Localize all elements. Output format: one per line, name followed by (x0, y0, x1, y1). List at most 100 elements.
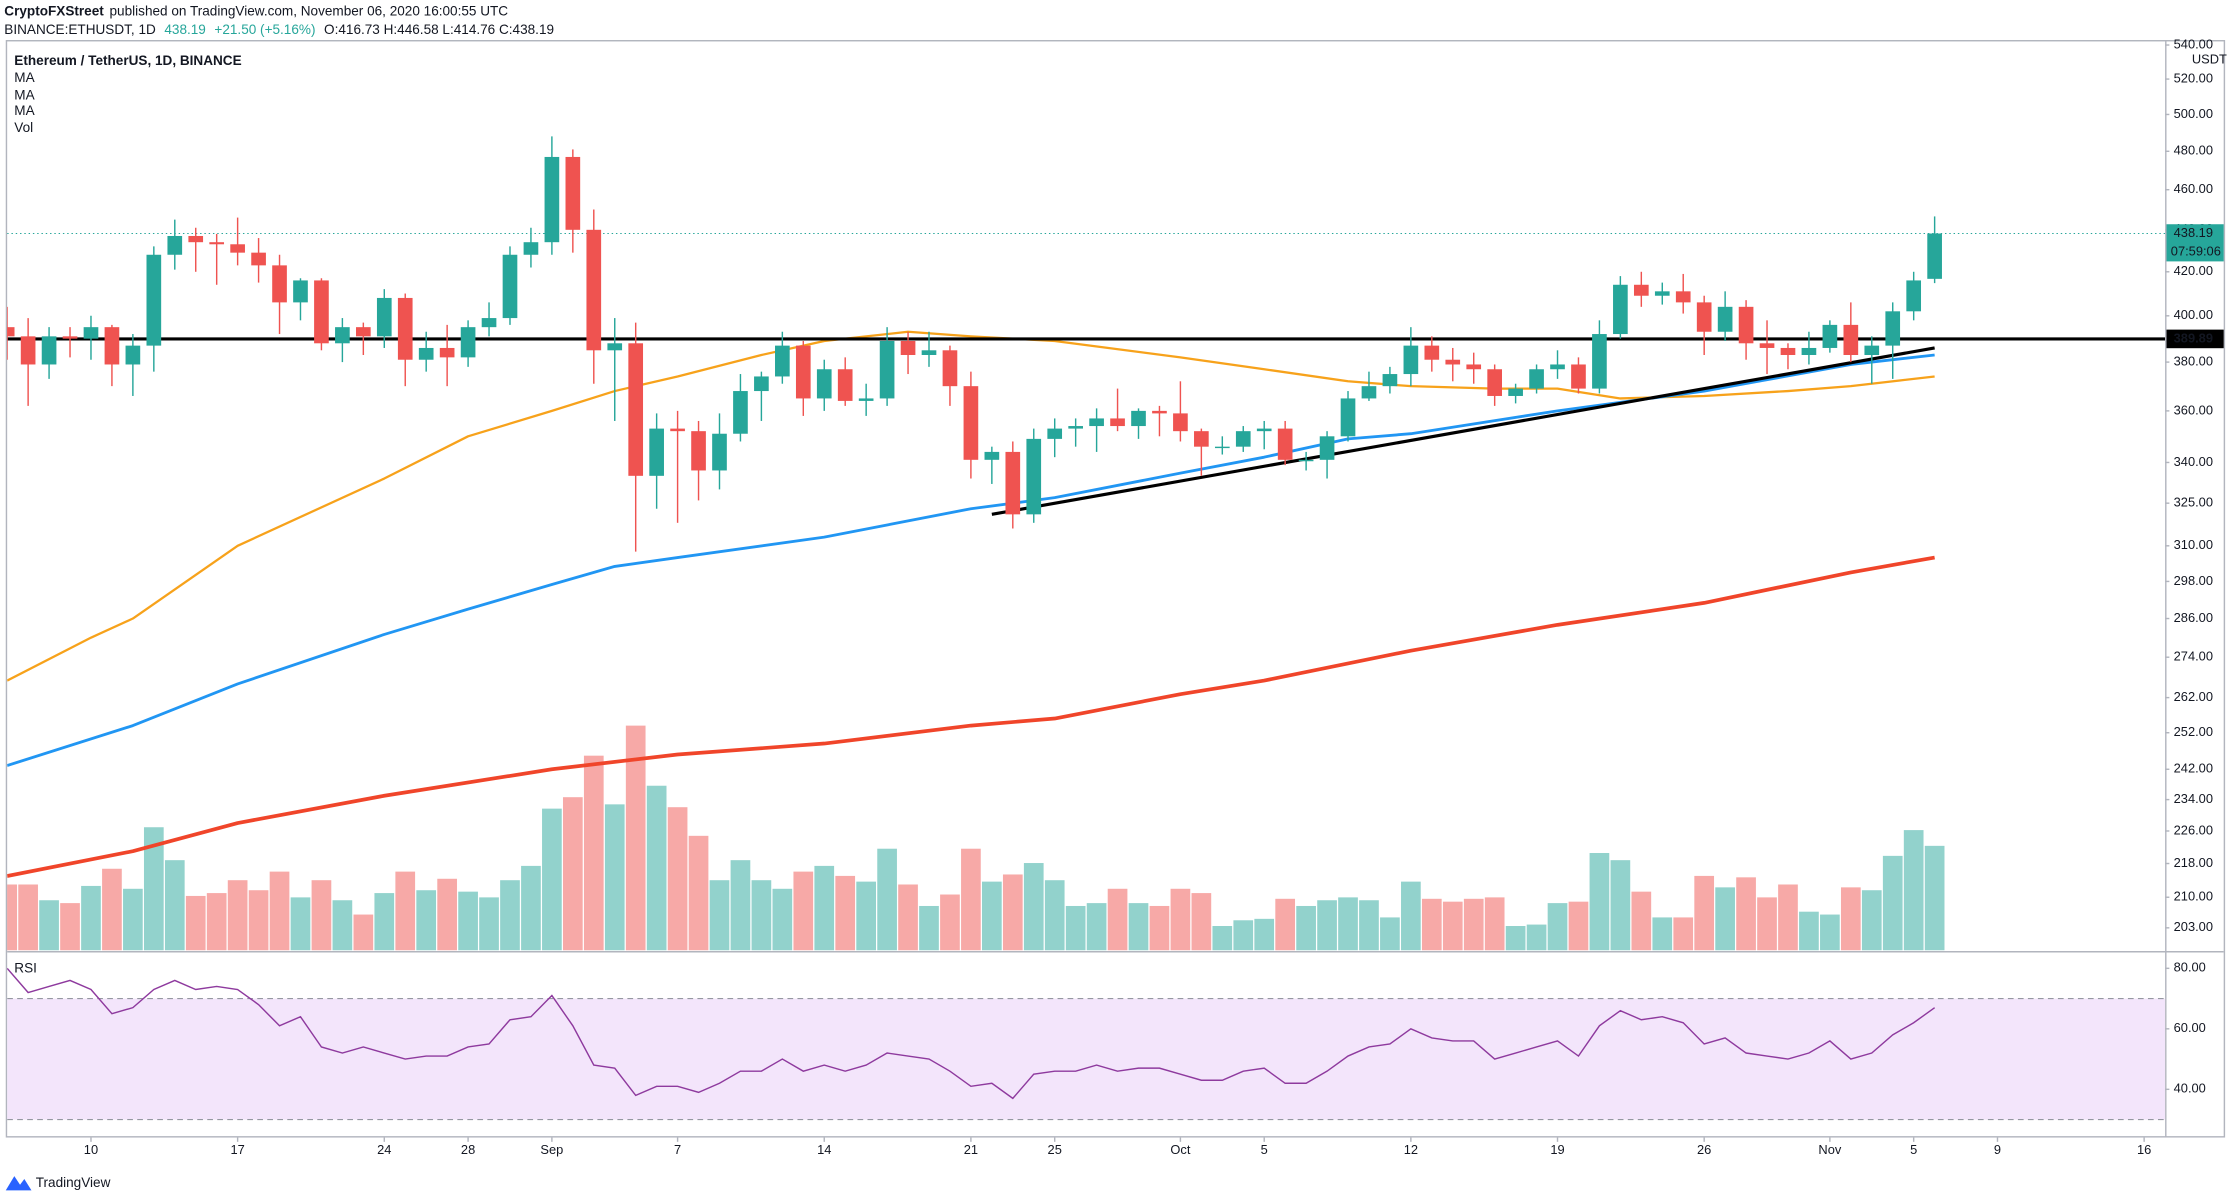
y-tick-label: 420.00 (2174, 263, 2213, 278)
header-line: CryptoFXStreet published on TradingView.c… (4, 3, 508, 18)
candle-body (1508, 388, 1523, 396)
moving-average (7, 330, 1935, 682)
x-tick-label: 21 (964, 1142, 978, 1157)
legend-entry: MA (14, 87, 35, 102)
volume-bar (1861, 890, 1882, 951)
candle-body (1110, 418, 1125, 427)
y-tick-label: 500.00 (2174, 106, 2213, 121)
volume-bar (730, 860, 751, 951)
candle-body (795, 345, 811, 399)
x-tick-label: Nov (1818, 1142, 1841, 1157)
candle-body (1738, 306, 1754, 344)
volume-bar (604, 804, 625, 951)
y-tick-label: 360.00 (2174, 402, 2213, 417)
candle-body (900, 340, 916, 356)
x-tick-label: 7 (674, 1142, 681, 1157)
published: published on TradingView.com, November 0… (110, 3, 509, 18)
volume-bar (1715, 887, 1735, 951)
countdown-label: 07:59:06 (2171, 243, 2221, 258)
volume-bar (1044, 880, 1065, 951)
volume-bar (1065, 905, 1086, 951)
candle-body (1047, 428, 1063, 439)
candle-body (1298, 459, 1314, 462)
volume-bar (1820, 914, 1840, 951)
candle-body (670, 428, 685, 432)
candle-body (1696, 302, 1712, 332)
volume-bar (1526, 924, 1547, 951)
x-tick-label: 5 (1910, 1142, 1917, 1157)
candle-body (41, 336, 57, 365)
axes: 540.00520.00500.00480.00460.00440.00420.… (84, 36, 2224, 1157)
volume-bar (1840, 887, 1861, 951)
volume-bar (458, 891, 478, 951)
y-unit: USDT (2192, 51, 2227, 66)
volume-bar (1254, 918, 1275, 951)
volume-bar (1275, 898, 1296, 951)
rsi-band (7, 998, 2166, 1120)
candle-body (1382, 374, 1398, 387)
volume-bar (1547, 903, 1568, 951)
volume-bar (542, 808, 562, 951)
volume-bar (1882, 855, 1903, 951)
volume-bar (940, 894, 960, 951)
volume-bar (1128, 903, 1149, 951)
candle-body (1403, 345, 1419, 375)
candle-body (1717, 306, 1733, 332)
candle-body (1613, 284, 1628, 335)
logo-icon (5, 1176, 32, 1191)
y-tick-label: 274.00 (2174, 649, 2213, 664)
rsi-y-tick-label: 80.00 (2174, 960, 2206, 975)
candle-body (1864, 345, 1880, 356)
brand: TradingView (36, 1175, 111, 1190)
candle-body (1256, 428, 1272, 432)
candle-body (586, 229, 602, 351)
candle-body (837, 369, 853, 401)
y-tick-label: 310.00 (2174, 537, 2213, 552)
price-pane (7, 136, 2166, 951)
x-tick-label: 14 (817, 1142, 831, 1157)
volume-bar (1484, 897, 1505, 951)
volume-bar (123, 888, 143, 951)
candle-body (858, 398, 874, 401)
legend-entry: MA (14, 103, 35, 118)
volume-bar (1903, 830, 1924, 951)
volume-bar (1589, 853, 1610, 951)
legend-entry: MA (14, 70, 35, 85)
candle-body (293, 280, 308, 303)
candle-body (775, 345, 790, 377)
volume-bar (919, 905, 939, 951)
volume-bar (311, 880, 332, 951)
volume-bar (898, 884, 918, 951)
volume-bar (60, 903, 80, 951)
volume-bar (1505, 926, 1526, 951)
volume-bar (1107, 888, 1128, 951)
candle-body (754, 376, 769, 392)
y-tick-label: 298.00 (2174, 573, 2213, 588)
candle-body (1654, 291, 1670, 296)
volume-bar (1002, 874, 1023, 951)
x-tick-label: 25 (1048, 1142, 1062, 1157)
volume-bar (751, 880, 772, 951)
candle-body (335, 327, 350, 344)
volume-bar (185, 895, 206, 951)
volume-bar (1338, 897, 1358, 951)
volume-bar (1757, 897, 1777, 951)
candle-body (628, 343, 644, 476)
y-tick-label: 540.00 (2174, 36, 2213, 51)
candle-body (1214, 446, 1230, 449)
candle-body (20, 336, 36, 365)
volume-bar (164, 860, 185, 951)
moving-average (7, 353, 1935, 767)
y-tick-label: 218.00 (2174, 855, 2213, 870)
candle-body (1466, 364, 1482, 370)
y-tick-label: 520.00 (2174, 70, 2213, 85)
frame (5, 40, 2226, 1138)
moving-average (7, 555, 1935, 878)
candle-body (1194, 431, 1209, 447)
volume-bar (39, 900, 59, 951)
volume-bar (667, 807, 688, 951)
volume-bar (583, 755, 604, 951)
volume-bar (1191, 893, 1212, 951)
volume-bar (18, 884, 38, 951)
volume-bar (1421, 898, 1442, 951)
